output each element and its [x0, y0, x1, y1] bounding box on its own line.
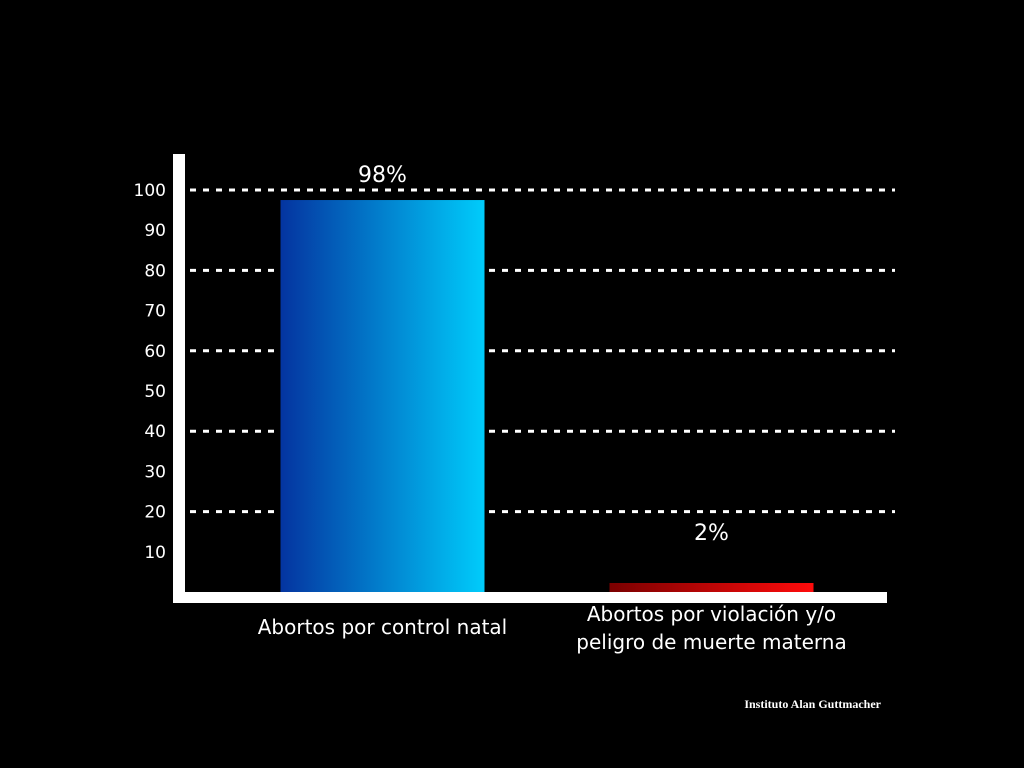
data-label-0: 98% [358, 163, 407, 188]
axes [173, 154, 887, 603]
category-label-1-1: peligro de muerte materna [576, 630, 846, 654]
y-tick-label-80: 80 [144, 261, 166, 281]
bar-0 [280, 200, 485, 593]
y-tick-label-50: 50 [144, 382, 166, 402]
y-tick-label-10: 10 [144, 543, 166, 563]
y-tick-label-20: 20 [144, 503, 166, 523]
x-axis-line [173, 592, 887, 603]
y-tick-label-70: 70 [144, 302, 166, 322]
data-labels: 98% 2% [358, 163, 729, 546]
bar-1 [609, 583, 814, 592]
bars [280, 200, 814, 593]
y-tick-label-40: 40 [144, 422, 166, 442]
y-tick-label-60: 60 [144, 342, 166, 362]
data-label-1: 2% [694, 521, 729, 546]
category-label-1-0: Abortos por violación y/o [587, 602, 836, 626]
y-tick-label-90: 90 [144, 221, 166, 241]
source-credit: Instituto Alan Guttmacher [744, 697, 881, 711]
y-tick-label-30: 30 [144, 462, 166, 482]
y-tick-labels: 10 20 30 40 50 60 70 80 90 100 [134, 181, 166, 563]
category-label-0-0: Abortos por control natal [258, 615, 507, 639]
category-labels: Abortos por control natal Abortos por vio… [258, 602, 847, 654]
y-tick-label-100: 100 [134, 181, 166, 201]
y-axis-line [173, 154, 185, 594]
